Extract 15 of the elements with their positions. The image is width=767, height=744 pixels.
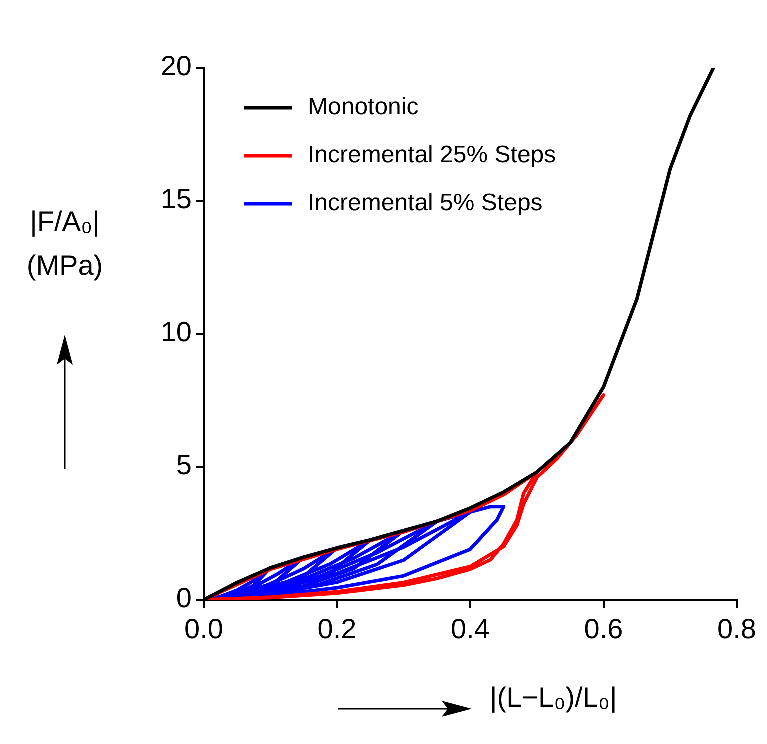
y-tick-label: 0 — [176, 582, 192, 614]
legend-label: Monotonic — [308, 94, 419, 121]
y-tick-label: 20 — [160, 50, 192, 82]
x-tick-label: 0.4 — [451, 614, 490, 645]
x-axis-title: |(L−L₀)/L₀| — [490, 682, 618, 714]
y-tick-label: 10 — [160, 316, 192, 348]
x-tick-label: 0.8 — [718, 614, 756, 645]
y-tick-label: 15 — [160, 184, 192, 215]
y-axis-title: |F/A₀| (MPa) — [26, 205, 104, 283]
x-tick-label: 0.6 — [584, 614, 624, 645]
legend-label: Incremental 25% Steps — [308, 142, 556, 169]
y-tick-label: 5 — [176, 450, 192, 481]
x-tick-label: 0.2 — [318, 614, 357, 645]
legend-label: Incremental 5% Steps — [308, 190, 543, 217]
x-tick-label: 0.0 — [184, 614, 224, 645]
